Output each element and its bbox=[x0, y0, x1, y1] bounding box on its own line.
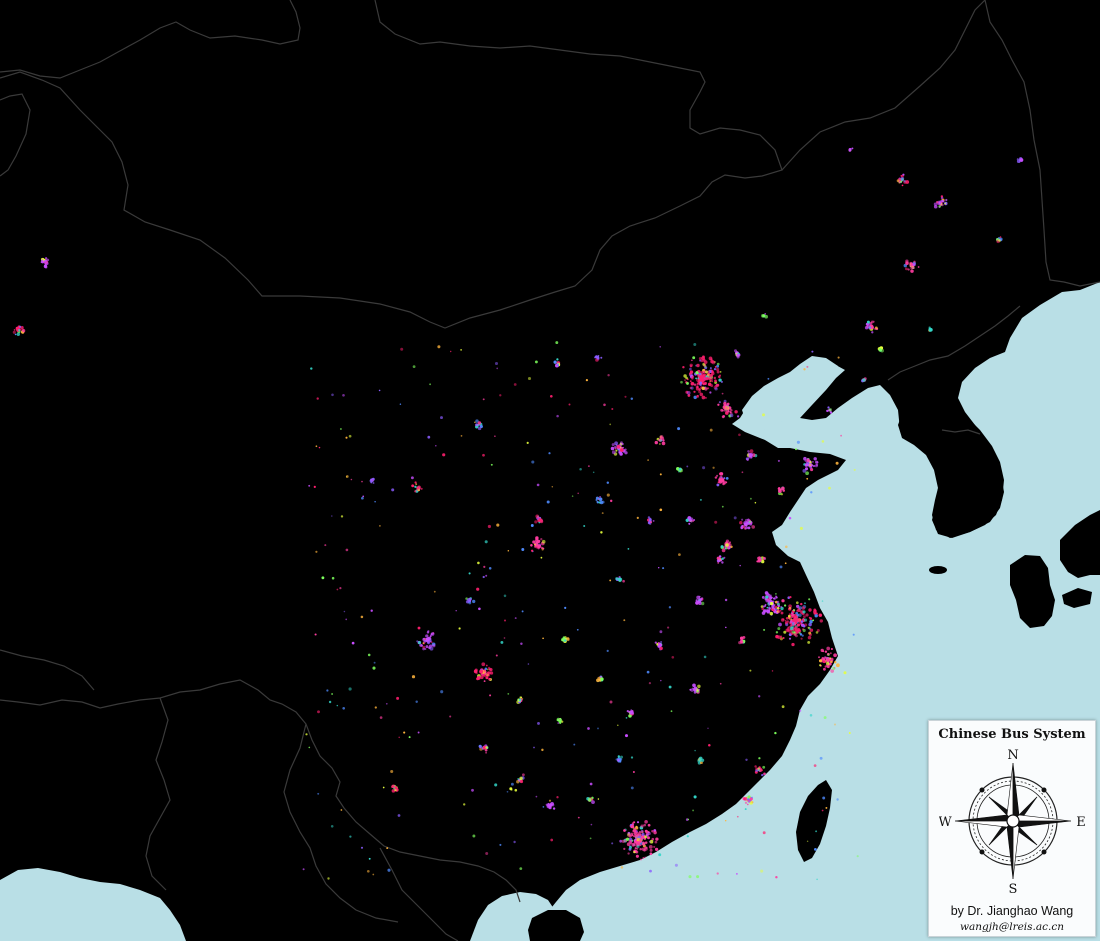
india-border bbox=[0, 649, 95, 691]
russia-border-west bbox=[0, 0, 301, 79]
compass-south: S bbox=[1009, 882, 1018, 895]
taiwan bbox=[796, 780, 832, 862]
sw-border bbox=[0, 679, 521, 903]
author-credit: by Dr. Jianghao Wang bbox=[950, 904, 1074, 918]
korea-border bbox=[887, 305, 1021, 381]
kazakh-border bbox=[0, 93, 31, 177]
compass-west: W bbox=[939, 815, 952, 830]
russia-border-east bbox=[984, 0, 1100, 287]
south-sea-west bbox=[0, 868, 186, 941]
korea bbox=[898, 385, 1004, 538]
japan-shikoku bbox=[1062, 588, 1092, 608]
japan-kyushu bbox=[1010, 555, 1055, 628]
laos-border bbox=[283, 723, 399, 923]
vietnam-border bbox=[379, 847, 459, 941]
compass-north: N bbox=[1007, 748, 1018, 763]
map-title: Chinese Bus System bbox=[938, 727, 1086, 742]
hainan bbox=[528, 910, 584, 941]
korea-dmz bbox=[941, 429, 981, 435]
author-email: wangjh@lreis.ac.cn bbox=[959, 921, 1065, 933]
compass-rose-icon: N S W E bbox=[939, 748, 1086, 895]
mongolia-border bbox=[0, 0, 783, 329]
bohai-sea bbox=[742, 356, 838, 432]
japan-honshu bbox=[1060, 510, 1100, 578]
compass-east: E bbox=[1076, 815, 1086, 830]
bus-route-clusters bbox=[12, 147, 1024, 881]
myanmar-border bbox=[145, 697, 171, 891]
manchuria-border bbox=[781, 0, 986, 171]
legend-box: Chinese Bus System bbox=[928, 720, 1096, 937]
jeju-island bbox=[929, 566, 947, 574]
